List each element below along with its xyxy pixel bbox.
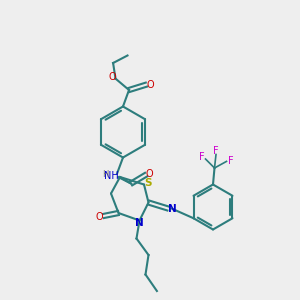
Text: O: O [146,169,154,179]
Text: O: O [96,212,104,222]
Text: S: S [144,178,152,188]
Text: O: O [146,80,154,90]
Text: F: F [199,152,205,163]
Text: N: N [167,204,176,214]
Text: NH: NH [104,171,119,181]
Text: N: N [135,218,144,228]
Text: O: O [108,72,116,82]
Text: H: H [102,170,108,179]
Text: F: F [228,155,234,166]
Text: F: F [213,146,219,156]
